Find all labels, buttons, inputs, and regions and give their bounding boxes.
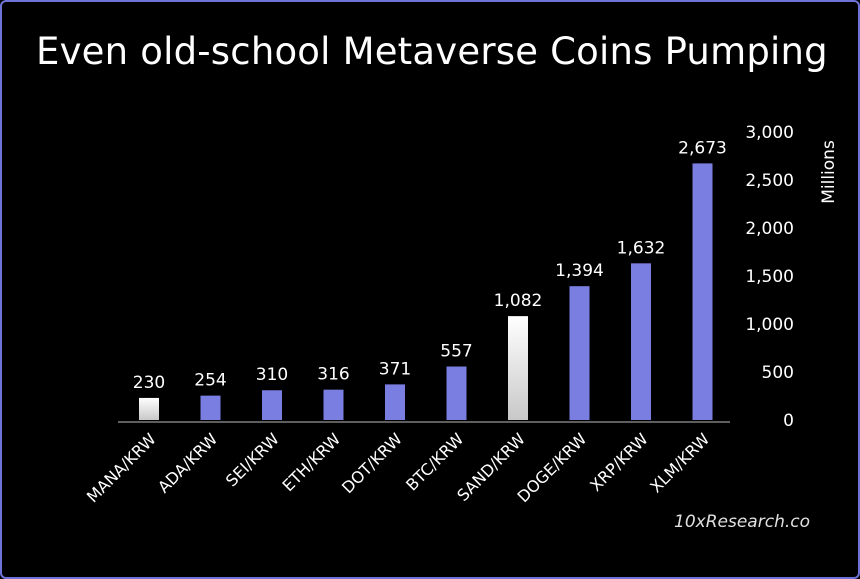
y-tick-label: 1,500 xyxy=(745,267,794,287)
category-label-ada-krw: ADA/KRW xyxy=(154,429,221,496)
value-label-ada-krw: 254 xyxy=(194,371,226,391)
category-label-xrp-krw: XRP/KRW xyxy=(586,429,652,495)
bar-dot-krw xyxy=(385,384,405,420)
bar-eth-krw xyxy=(323,389,344,420)
bar-xlm-krw xyxy=(692,163,713,420)
credit-text: 10xResearch.co xyxy=(674,512,810,532)
value-label-sei-krw: 310 xyxy=(256,365,288,385)
value-label-dot-krw: 371 xyxy=(379,359,411,379)
value-label-doge-krw: 1,394 xyxy=(555,261,604,281)
chart-title: Even old-school Metaverse Coins Pumping xyxy=(36,30,828,73)
category-label-xlm-krw: XLM/KRW xyxy=(646,429,713,496)
category-label-mana-krw: MANA/KRW xyxy=(83,429,160,506)
value-label-mana-krw: 230 xyxy=(133,373,165,393)
value-label-sand-krw: 1,082 xyxy=(494,291,543,311)
y-tick-label: 1,000 xyxy=(745,315,794,335)
y-tick-label: 3,000 xyxy=(745,123,794,143)
category-label-btc-krw: BTC/KRW xyxy=(402,429,467,494)
category-label-sei-krw: SEI/KRW xyxy=(222,429,283,490)
y-tick-label: 500 xyxy=(762,363,794,383)
value-label-eth-krw: 316 xyxy=(317,365,349,385)
category-label-eth-krw: ETH/KRW xyxy=(279,429,345,495)
value-label-xrp-krw: 1,632 xyxy=(617,238,666,258)
bar-ada-krw xyxy=(200,395,221,420)
value-label-btc-krw: 557 xyxy=(440,342,472,362)
y-tick-label: 2,500 xyxy=(745,171,794,191)
value-label-xlm-krw: 2,673 xyxy=(678,138,727,158)
bar-mana-krw xyxy=(139,397,159,420)
bar-xrp-krw xyxy=(631,263,651,420)
y-axis-label: Millions xyxy=(819,140,839,204)
bar-btc-krw xyxy=(446,366,467,420)
bar-sand-krw xyxy=(508,316,528,420)
bar-doge-krw xyxy=(569,286,590,420)
y-tick-label: 0 xyxy=(783,411,794,431)
bar-sei-krw xyxy=(262,390,282,420)
category-label-dot-krw: DOT/KRW xyxy=(338,429,406,497)
y-tick-label: 2,000 xyxy=(745,219,794,239)
